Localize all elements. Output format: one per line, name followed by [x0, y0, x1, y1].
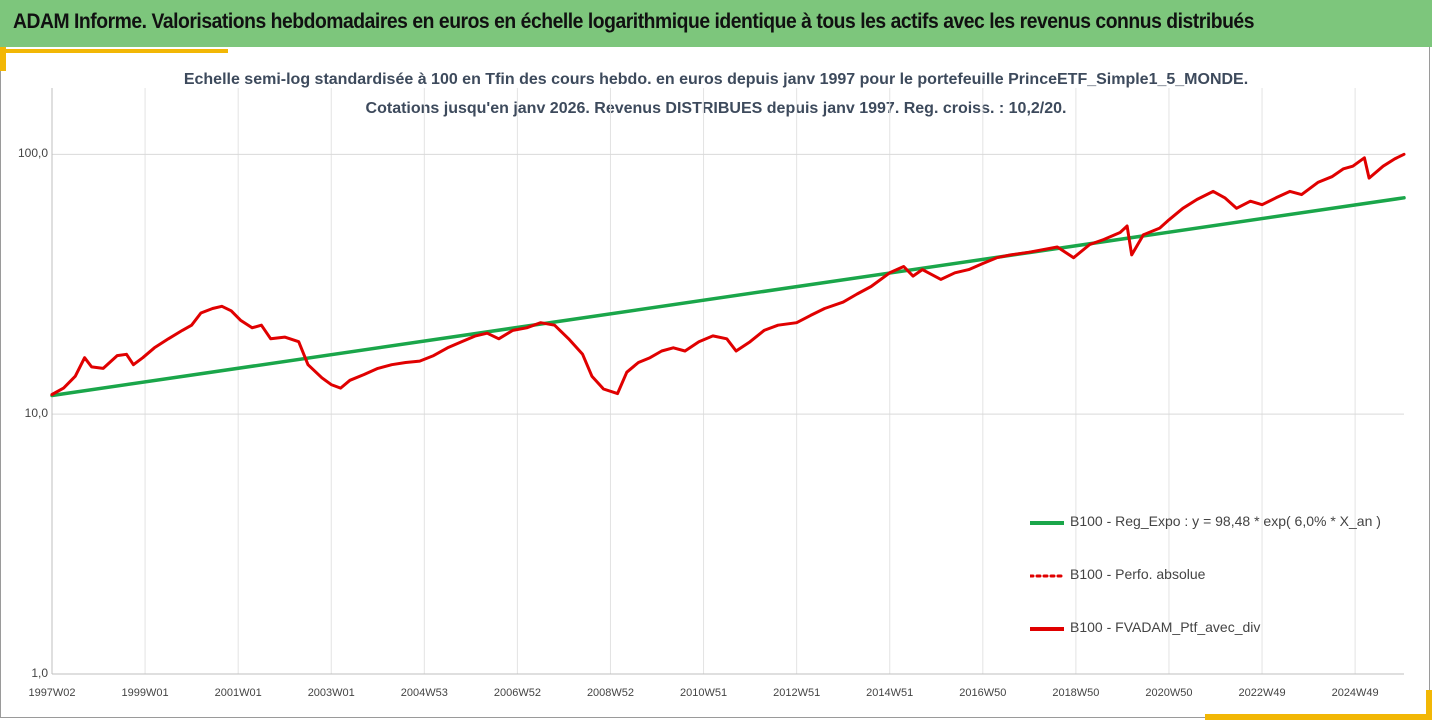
y-tick-label: 1,0 — [31, 666, 48, 680]
y-tick-label: 100,0 — [17, 146, 48, 161]
x-tick-label: 2022W49 — [1238, 687, 1286, 699]
x-tick-label: 2010W51 — [680, 687, 728, 699]
x-tick-label: 2024W49 — [1331, 687, 1379, 699]
accent-bar-bottom-right — [1205, 714, 1432, 720]
x-tick-label: 2014W51 — [866, 687, 914, 699]
header-title: ADAM Informe. Valorisations hebdomadaire… — [13, 10, 1254, 33]
accent-bar-right — [1426, 690, 1432, 720]
accent-bar-top-left-horizontal — [0, 49, 228, 53]
x-tick-label: 2012W51 — [773, 687, 821, 699]
accent-bar-top-left — [0, 47, 6, 71]
x-tick-label: 2003W01 — [307, 687, 355, 699]
chart-subtitle-line1: Echelle semi-log standardisée à 100 en T… — [183, 71, 1249, 88]
x-tick-label: 2004W53 — [400, 687, 448, 699]
x-tick-label: 1997W02 — [28, 687, 76, 699]
x-tick-label: 2020W50 — [1145, 687, 1193, 699]
series-line-2 — [50, 152, 1406, 396]
chart-subtitle-line2: Cotations jusqu'en janv 2026. Revenus DI… — [365, 100, 1067, 117]
x-tick-label: 2008W52 — [586, 687, 635, 699]
x-tick-label: 1999W01 — [121, 687, 169, 699]
header-bar: ADAM Informe. Valorisations hebdomadaire… — [0, 0, 1432, 47]
legend-label-perfo-absolue: B100 - Perfo. absolue — [1070, 566, 1206, 582]
legend-label-portfolio: B100 - FVADAM_Ptf_avec_div — [1070, 619, 1261, 635]
x-tick-label: 2018W50 — [1052, 687, 1100, 699]
legend-label-regression: B100 - Reg_Expo : y = 98,48 * exp( 6,0% … — [1070, 513, 1381, 529]
y-tick-label: 10,0 — [24, 406, 48, 421]
x-tick-label: 2006W52 — [493, 687, 541, 699]
series-line-0 — [50, 196, 1406, 398]
x-tick-label: 2001W01 — [214, 687, 262, 699]
x-tick-label: 2016W50 — [959, 687, 1007, 699]
